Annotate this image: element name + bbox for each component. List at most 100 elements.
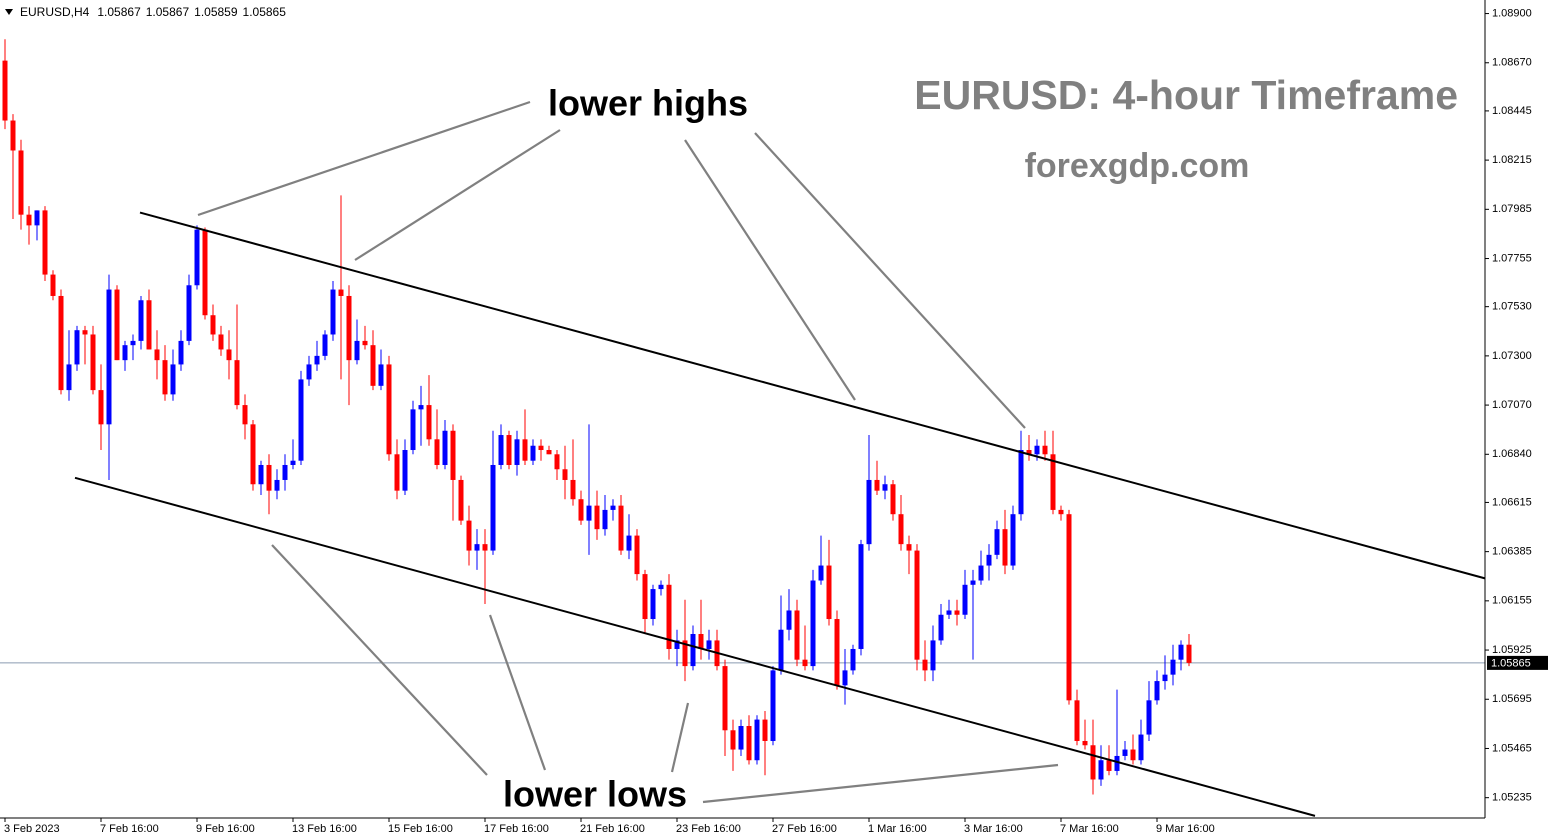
candle-body [426,405,432,440]
candle-body [74,330,80,365]
candle-body [234,360,240,406]
candle-body [34,210,40,226]
y-tick-label: 1.06155 [1492,595,1532,607]
candle-body [938,614,944,641]
candle-body [1034,445,1040,455]
candle-body [538,445,544,451]
candle-body [378,364,384,386]
candle-body [922,659,928,671]
candle-body [202,229,208,316]
pointer-line [488,614,547,771]
candle-body [354,340,360,361]
chart-subtitle: forexgdp.com [1025,147,1250,185]
candle-body [986,554,992,566]
price-label-box [1487,655,1548,670]
candle-body [1146,700,1152,735]
candle-body [834,619,840,686]
candle-body [298,379,304,461]
y-tick-label: 1.07755 [1492,252,1532,264]
candle-body [882,484,888,491]
candle-body [82,330,88,335]
candle-body [914,550,920,660]
candle-body [330,289,336,335]
header-high: 1.05867 [146,5,190,19]
candle-body [682,640,688,667]
y-tick-label: 1.08670 [1492,57,1532,69]
candle-body [386,364,392,455]
candle-body [778,629,784,671]
candle-body [122,345,128,361]
candle-body [266,464,272,491]
y-tick-label: 1.05695 [1492,693,1532,705]
candle-body [890,484,896,515]
candle-body [282,464,288,480]
candle-body [1090,745,1096,780]
candle-body [170,364,176,395]
candle-body [1082,740,1088,746]
candle-body [802,659,808,667]
y-tick-label: 1.06840 [1492,448,1532,460]
pointer-line [702,763,1059,804]
candle-body [90,334,96,391]
candle-body [1026,450,1032,455]
candle-body [322,334,328,356]
y-tick-label: 1.05925 [1492,644,1532,656]
candle-body [274,479,280,491]
candle-body [18,150,24,215]
y-tick-label: 1.07985 [1492,203,1532,215]
candle-body [506,435,512,465]
candle-body [994,529,1000,555]
candle-body [578,499,584,521]
candle-body [978,565,984,581]
candle-body [154,349,160,361]
x-tick-label: 3 Feb 2023 [4,823,60,835]
candle-body [114,289,120,361]
candle-body [874,479,880,491]
candle-body [98,390,104,425]
trend-line [74,476,1316,817]
candle-body [314,355,320,365]
x-tick-label: 9 Mar 16:00 [1156,823,1215,835]
candle-body [490,464,496,551]
candle-body [226,349,232,361]
candle-body [754,719,760,761]
candle-body [466,520,472,551]
candle-body [370,345,376,386]
y-tick-label: 1.07070 [1492,399,1532,411]
candle-body [818,565,824,581]
candle-body [970,580,976,585]
candle-body [1122,749,1128,756]
candle-body [138,300,144,341]
candle-body [1074,700,1080,741]
candle-body [1066,514,1072,701]
candle-body [930,640,936,671]
x-tick-label: 3 Mar 16:00 [964,823,1023,835]
candle-body [826,565,832,620]
y-tick-label: 1.07530 [1492,301,1532,313]
candle-body [1170,659,1176,675]
candle-body [1178,644,1184,660]
candle-body [786,610,792,630]
candle-body [338,289,344,296]
candle-body [738,726,744,750]
candle-body [858,544,864,649]
candle-body [474,544,480,551]
candle-body [698,634,704,649]
y-tick-label: 1.05465 [1492,742,1532,754]
candle-body [642,574,648,620]
menu-triangle[interactable] [5,9,13,15]
header-open: 1.05867 [97,5,141,19]
y-tick-label: 1.08215 [1492,154,1532,166]
candle-body [1010,514,1016,566]
candle-body [106,289,112,425]
candle-body [66,364,72,391]
pointer-line [684,139,856,401]
candle-body [410,409,416,451]
candle-body [442,430,448,465]
chart-title: EURUSD: 4-hour Timeframe [914,72,1458,118]
candle-body [1018,450,1024,515]
price-label: 1.05865 [1491,657,1531,669]
candle-body [258,464,264,485]
candle-body [530,445,536,461]
